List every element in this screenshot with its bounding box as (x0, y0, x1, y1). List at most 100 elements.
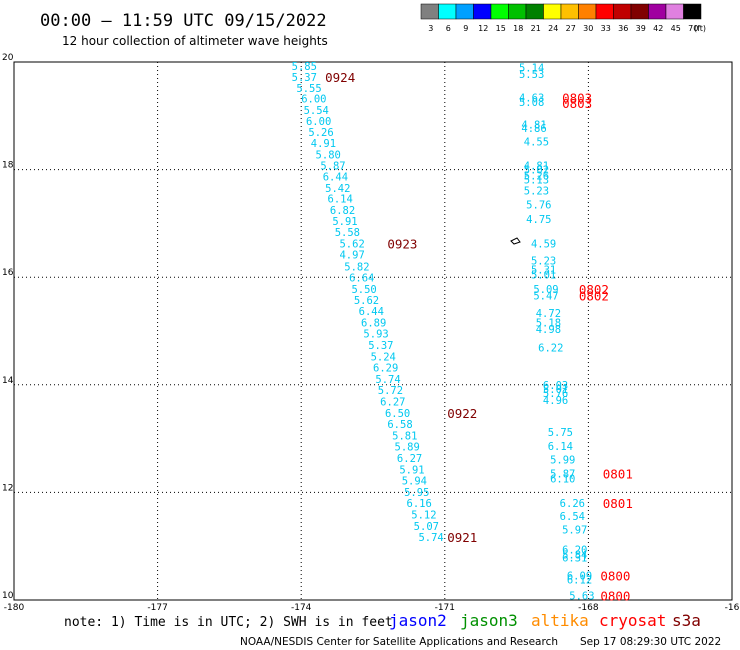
wave-height-value: 5.95 (404, 487, 429, 499)
legend-label: 12 (478, 24, 488, 33)
wave-height-value: 5.23 (524, 186, 549, 198)
pass-time-label: 0802 (579, 282, 609, 297)
wave-height-value: 5.54 (304, 105, 329, 117)
legend-label: 36 (618, 24, 628, 33)
wave-height-value: 6.26 (560, 498, 585, 510)
wave-height-value: 4.55 (524, 137, 549, 149)
pass-time-label: 0800 (600, 589, 630, 604)
wave-height-value: 4.81 (524, 160, 549, 172)
pass-time-label: 0801 (603, 467, 633, 482)
wave-height-value: 6.29 (373, 363, 398, 375)
wave-height-value: 4.75 (526, 214, 551, 226)
wave-height-value: 6.03 (543, 380, 568, 392)
legend-swatch (473, 3, 492, 20)
wave-height-value: 6.27 (380, 396, 405, 408)
legend-label: 27 (566, 24, 576, 33)
wave-height-value: 5.58 (335, 227, 360, 239)
wave-height-value: 5.26 (308, 127, 333, 139)
wave-height-value: 5.74 (418, 532, 443, 544)
legend-label: 33 (601, 24, 611, 33)
legend-swatch (490, 3, 509, 20)
wave-height-value: 6.27 (397, 453, 422, 465)
wave-height-value: 4.96 (543, 395, 568, 407)
satellite-legend-item: cryosat (599, 611, 666, 630)
wave-height-value: 5.82 (344, 261, 369, 273)
wave-height-value: 6.82 (330, 205, 355, 217)
legend-swatch (578, 3, 597, 20)
legend-label: 9 (463, 24, 468, 33)
pass-time-label: 0922 (447, 406, 477, 421)
footer-note: note: 1) Time is in UTC; 2) SWH is in fe… (64, 615, 393, 630)
pass-time-label: 0803 (562, 96, 592, 111)
legend-swatch (683, 3, 702, 20)
wave-height-value: 5.74 (375, 374, 400, 386)
wave-height-value: 5.37 (292, 72, 317, 84)
y-tick-label: 20 (2, 53, 14, 63)
wave-height-value: 6.89 (361, 317, 386, 329)
wave-height-value: 4.63 (519, 93, 544, 105)
wave-height-value: 5.07 (414, 521, 439, 533)
grid-lines (14, 62, 732, 600)
wave-height-value: 4.59 (531, 238, 556, 250)
wave-height-value: 5.01 (543, 384, 568, 396)
satellite-legend-item: jason2 (389, 611, 447, 630)
wave-height-value: 5.01 (531, 270, 556, 282)
y-tick-label: 14 (2, 376, 14, 386)
pass-time-label: 0802 (579, 288, 609, 303)
x-tick-label: -177 (147, 603, 167, 613)
legend-swatch (525, 3, 544, 20)
pass-time-label: 0801 (603, 496, 633, 511)
satellite-legend-item: altika (531, 611, 589, 630)
wave-height-value: 5.13 (524, 174, 549, 186)
wave-height-value: 5.14 (519, 62, 544, 74)
wave-height-value: 6.09 (567, 570, 592, 582)
wave-height-value: 4.98 (536, 324, 561, 336)
satellite-legend-item: s3a (672, 611, 701, 630)
wave-height-value: 5.91 (332, 216, 357, 228)
axis-ticks: -180 -177 -174 -171 -168 -16 10 12 14 16 18 20 (2, 53, 740, 613)
legend-swatch (420, 3, 439, 20)
x-tick-label: -168 (578, 603, 599, 613)
wave-height-value: 5.62 (354, 295, 379, 307)
satellite-legend-item: jason3 (460, 611, 518, 630)
wave-height-value: 5.12 (411, 509, 436, 521)
legend-swatch (438, 3, 457, 20)
wave-height-value: 5.55 (296, 83, 321, 95)
wave-height-value: 5.76 (543, 388, 568, 400)
legend-swatch (630, 3, 649, 20)
wave-height-value: 4.97 (339, 250, 364, 262)
legend-label: 18 (513, 24, 523, 33)
legend-swatch (543, 3, 562, 20)
legend-label: 21 (531, 24, 541, 33)
y-tick-label: 12 (2, 483, 13, 493)
wave-height-value: 6.12 (567, 575, 592, 587)
y-tick-label: 16 (2, 268, 14, 278)
pass-time-label: 0924 (325, 70, 355, 85)
wave-height-value: 6.00 (301, 94, 326, 106)
legend-label: 24 (548, 24, 558, 33)
chart-title: 00:00 – 11:59 UTC 09/15/2022 (40, 11, 327, 31)
wave-height-value: 5.76 (526, 200, 551, 212)
wave-height-value: 4.81 (521, 119, 546, 131)
plot-frame (13, 61, 733, 601)
wave-height-value: 6.31 (562, 552, 587, 564)
wave-height-value: 5.18 (536, 317, 561, 329)
y-tick-label: 10 (2, 591, 14, 601)
wave-height-value: 6.14 (328, 194, 353, 206)
footer-credit: NOAA/NESDIS Center for Satellite Applica… (240, 636, 558, 648)
wave-height-value: 5.75 (548, 427, 573, 439)
wave-height-value: 5.02 (524, 165, 549, 177)
wave-height-value: 6.44 (359, 306, 384, 318)
legend-label: 39 (636, 24, 646, 33)
wave-height-value: 5.99 (550, 455, 575, 467)
wave-height-value: 5.31 (531, 265, 556, 277)
wave-height-value: 6.44 (323, 172, 348, 184)
wave-height-value: 5.87 (320, 160, 345, 172)
wave-height-value: 6.54 (560, 511, 585, 523)
x-tick-label: -180 (4, 603, 25, 613)
wave-height-value: 5.91 (399, 464, 424, 476)
y-tick-label: 18 (2, 161, 14, 171)
wave-height-value: 5.97 (562, 525, 587, 537)
plot-area: -180 -177 -174 -171 -168 -16 10 12 14 16 18 20 5.85… (2, 53, 740, 613)
